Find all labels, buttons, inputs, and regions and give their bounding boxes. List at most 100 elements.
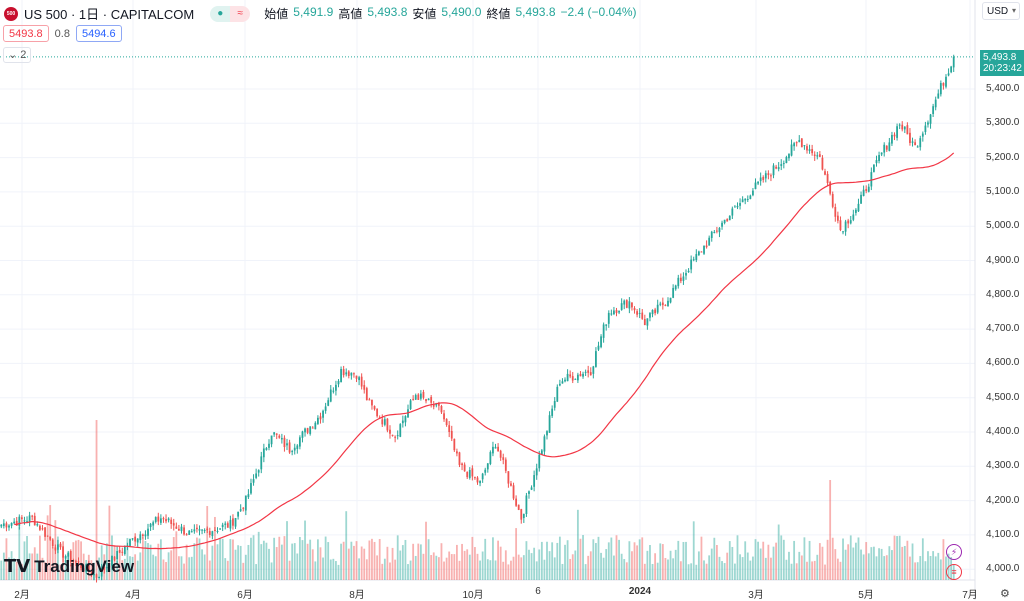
volume-bar — [746, 552, 749, 580]
volume-bar — [785, 559, 788, 580]
candle-body — [888, 142, 891, 151]
candle-body — [381, 419, 384, 425]
volume-bar — [893, 535, 896, 580]
low-value: 5,490.0 — [441, 5, 482, 19]
market-status[interactable]: ● ≈ — [210, 5, 251, 22]
symbol-title[interactable]: US 500 · 1日 · CAPITALCOM — [24, 7, 195, 22]
volume-bar — [304, 520, 306, 580]
candle-body — [739, 203, 741, 206]
volume-bar — [638, 539, 641, 580]
y-axis-label: 4,900.0 — [986, 254, 1020, 266]
volume-bar — [211, 545, 214, 580]
volume-bar — [700, 536, 703, 580]
candle-body — [196, 527, 198, 530]
volume-bar — [780, 535, 783, 580]
candle-body — [461, 463, 463, 466]
volume-bar — [507, 564, 510, 580]
volume-bar — [770, 557, 772, 580]
volume-bar — [414, 555, 417, 580]
volume-bar — [927, 551, 929, 580]
candle-body — [5, 523, 8, 528]
volume-bar — [924, 561, 927, 580]
volume-bar — [244, 554, 247, 580]
candle-body — [291, 451, 294, 453]
volume-bar — [543, 559, 546, 580]
candle-body — [754, 182, 757, 190]
candle-body — [345, 372, 348, 375]
candle-body — [901, 124, 904, 130]
candle-body — [520, 509, 523, 520]
candle-body — [409, 400, 412, 410]
volume-bar — [860, 549, 862, 580]
volume-bar — [690, 563, 693, 580]
lightning-icon[interactable]: ⚡ — [946, 544, 962, 560]
tv-logo-icon: 𝗧𝗩 — [4, 556, 31, 576]
candle-body — [530, 487, 533, 490]
volume-bar — [592, 539, 595, 580]
candle-body — [327, 400, 330, 406]
volume-bar — [178, 556, 180, 580]
volume-bar — [903, 545, 906, 580]
volume-bar — [589, 551, 592, 580]
volume-bar — [20, 564, 23, 580]
indicator-count: 2 — [20, 49, 27, 61]
volume-bar — [911, 543, 914, 580]
candle-body — [613, 310, 615, 315]
buy-button[interactable]: 5494.6 — [75, 25, 122, 42]
candle-body — [275, 433, 278, 435]
currency-select[interactable]: USD — [982, 2, 1020, 20]
candle-body — [654, 309, 657, 314]
candle-body — [93, 573, 95, 576]
sell-button[interactable]: 5493.8 — [3, 25, 49, 42]
indicators-collapse-button[interactable]: ⌄ 2 — [3, 47, 32, 63]
candle-body — [950, 66, 953, 73]
y-axis-label: 5,200.0 — [986, 151, 1020, 163]
y-axis-label: 4,600.0 — [986, 357, 1020, 369]
us-flag-icon[interactable]: ≡ — [946, 564, 962, 580]
candle-body — [309, 426, 312, 434]
candle-body — [237, 511, 240, 517]
volume-bar — [260, 544, 263, 580]
volume-bar — [865, 542, 868, 580]
volume-bar — [368, 540, 371, 580]
candle-body — [574, 378, 577, 380]
volume-bar — [659, 543, 662, 580]
volume-bar — [180, 556, 183, 580]
candle-body — [538, 454, 541, 469]
volume-bar — [154, 556, 157, 580]
candle-body — [311, 427, 314, 429]
volume-bar — [371, 538, 373, 580]
candle-body — [0, 524, 3, 527]
volume-bar — [849, 535, 852, 580]
volume-bar — [731, 546, 734, 580]
candle-body — [8, 525, 10, 528]
volume-bar — [504, 550, 507, 580]
volume-bar — [327, 542, 330, 580]
volume-bar — [265, 542, 268, 580]
candle-body — [903, 126, 906, 130]
settings-icon[interactable]: ⚙ — [1000, 588, 1010, 600]
candle-body — [481, 473, 484, 480]
candle-body — [368, 399, 371, 401]
candle-body — [31, 515, 34, 517]
volume-bar — [435, 555, 438, 580]
candle-body — [952, 56, 955, 68]
volume-bar — [268, 548, 270, 580]
candle-body — [229, 519, 232, 529]
candle-body — [358, 377, 360, 381]
volume-bar — [165, 562, 167, 580]
volume-bar — [237, 545, 240, 580]
candle-body — [167, 518, 170, 521]
volume-bar — [525, 541, 528, 580]
candle-body — [504, 459, 507, 471]
candle-body — [401, 420, 404, 424]
volume-bar — [757, 541, 759, 580]
volume-bar — [703, 560, 705, 580]
candle-body — [484, 469, 487, 473]
volume-bar — [579, 538, 582, 580]
candle-body — [610, 313, 613, 315]
candle-body — [214, 530, 216, 532]
candle-body — [298, 437, 301, 447]
candle-body — [260, 456, 263, 470]
